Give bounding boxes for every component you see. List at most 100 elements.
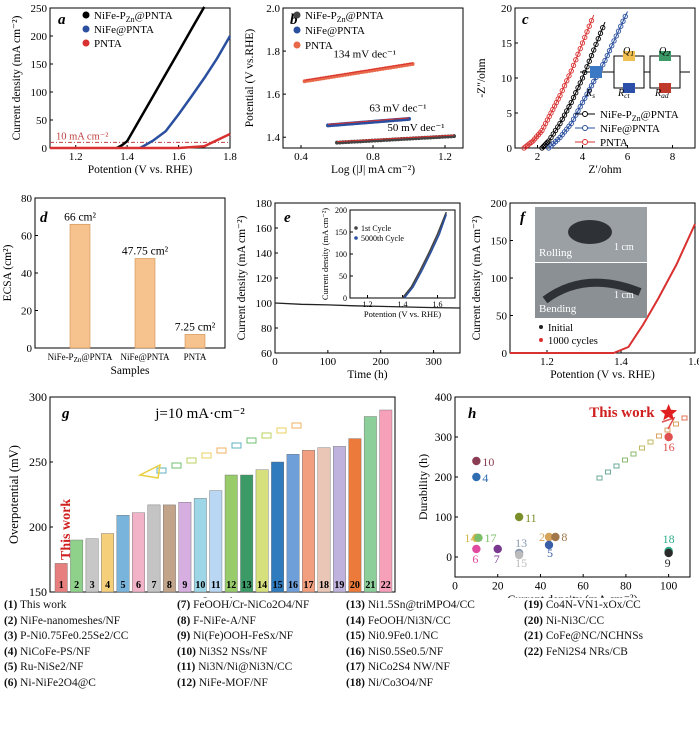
arrow-dash xyxy=(156,467,167,474)
arrow-head xyxy=(661,416,676,430)
photo-sample xyxy=(568,220,612,244)
bar xyxy=(348,438,362,593)
legend-entry: (10) Ni3S2 NSs/NF xyxy=(177,645,268,658)
point-label: 4 xyxy=(482,471,488,485)
legend-label: NiFe-PZn@PNTA xyxy=(600,109,679,123)
x-tick-label: 1.2 xyxy=(438,151,452,163)
y-axis-label: ECSA (cm²) xyxy=(2,244,14,301)
data-point xyxy=(566,73,572,79)
legend-marker xyxy=(82,39,90,47)
x-axis-label: Potention (V vs. RHE) xyxy=(364,309,441,319)
arrow-dash xyxy=(276,427,287,434)
legend-label: Initial xyxy=(548,323,573,334)
y-tick-label: 50 xyxy=(496,310,508,322)
x-tick-label: 60 xyxy=(577,581,589,593)
bar-number: 1 xyxy=(59,580,64,591)
data-point xyxy=(584,64,590,70)
circuit-label: Rct xyxy=(617,88,630,100)
panel-letter-c: c xyxy=(522,12,529,28)
arrow-dash xyxy=(639,445,645,451)
y-tick-label: 15 xyxy=(501,38,513,50)
legend-entry: (21) CoFe@NC/NCHNSs xyxy=(524,630,644,642)
data-point xyxy=(620,18,626,24)
data-point xyxy=(564,108,570,114)
x-tick-label: 8 xyxy=(670,151,676,163)
x-category-label: PNTA xyxy=(184,352,207,362)
x-axis-label: Samples xyxy=(111,365,150,377)
legend-sub: Zn xyxy=(632,114,641,123)
legend-column: (7) FeOOH/Cr-NiCo2O4/NF (8) F-NiFe-A/NF (9… xyxy=(177,598,309,691)
tafel-label: 134 mV dec⁻¹ xyxy=(333,49,396,61)
legend-entry: (6) Ni-NiFe2O4@C xyxy=(4,676,96,689)
data-point xyxy=(493,544,502,554)
photo-label: Bending xyxy=(539,303,577,315)
data-point xyxy=(551,532,560,542)
x-tick-label: 1.2 xyxy=(540,356,554,368)
y-tick-label: 100 xyxy=(335,250,347,259)
bar xyxy=(317,447,331,593)
circuit-q xyxy=(623,51,635,61)
y-tick-label: 150 xyxy=(31,59,48,71)
legend-label: PNTA xyxy=(600,137,628,149)
plot-frame xyxy=(49,396,396,593)
y-tick-label: 100 xyxy=(435,512,453,524)
series-line xyxy=(541,21,606,149)
legend-label: NiFe@PNTA xyxy=(600,123,660,135)
circuit-label: Q2 xyxy=(659,46,670,58)
circuit-label: Rs xyxy=(585,88,595,100)
data-point xyxy=(472,544,481,554)
legend-part: @PNTA xyxy=(641,109,679,121)
legend-column: (19) Co4N-VN1-xOx/CC (20) Ni-Ni3C/CC (21) … xyxy=(524,598,643,660)
data-point xyxy=(570,94,577,101)
y-tick-label: 300 xyxy=(29,390,47,404)
panel-letter-g: g xyxy=(61,406,70,422)
legend-column: (13) Ni1.5Sn@triMPO4/CC (14) FeOOH/Ni3N/C… xyxy=(346,598,475,691)
y-tick-label: 250 xyxy=(29,455,47,469)
legend-column: (1) This work (2) NiFe-nanomeshes/NF (3) P… xyxy=(4,598,128,691)
fit-line xyxy=(304,62,413,81)
this-work-label: This work xyxy=(59,499,74,560)
x-tick-label: 0 xyxy=(272,356,278,368)
y-tick-label: 80 xyxy=(261,323,273,335)
legend-entry: (14) FeOOH/Ni3N/CC xyxy=(346,614,451,627)
legend-part: NiFe-P xyxy=(600,109,632,121)
bar-number: 9 xyxy=(182,580,187,591)
legend-marker xyxy=(539,325,543,329)
bar xyxy=(255,469,269,593)
legend-entry: (16) NiS0.5Se0.5/NF xyxy=(346,645,444,658)
bar xyxy=(134,258,156,349)
circuit-sub: ad xyxy=(661,91,669,100)
bar xyxy=(132,512,145,593)
legend-marker xyxy=(82,11,90,19)
bar xyxy=(70,539,84,593)
x-tick-label: 4 xyxy=(580,151,586,163)
data-point xyxy=(618,23,624,29)
circuit-r xyxy=(659,83,671,93)
data-point xyxy=(613,33,619,39)
bar-number: 19 xyxy=(334,580,344,591)
x-tick-label: 80 xyxy=(620,581,632,593)
legend-entry: (20) Ni-Ni3C/CC xyxy=(524,614,605,627)
panel-letter-e: e xyxy=(284,210,291,226)
bar-number: 10 xyxy=(195,580,205,591)
data-point xyxy=(543,141,549,147)
bar xyxy=(363,416,377,593)
legend-marker xyxy=(82,25,90,33)
x-tick-label: 0 xyxy=(452,581,458,593)
bar-number: 15 xyxy=(273,580,283,591)
photo-label: 1 cm xyxy=(614,290,634,301)
y-tick-label: 20 xyxy=(501,3,513,15)
arrow-dash xyxy=(613,463,620,469)
data-point xyxy=(577,80,583,86)
y-tick-label: 150 xyxy=(491,235,508,247)
tafel-label: 50 mV dec⁻¹ xyxy=(387,122,444,134)
series-line xyxy=(116,6,206,150)
bar-label: 7.25 cm² xyxy=(175,321,216,333)
data-point xyxy=(664,432,673,442)
y-tick-label: 100 xyxy=(31,87,48,99)
data-point xyxy=(570,62,577,69)
x-axis-label: Samples xyxy=(201,595,243,598)
legend-entry: (15) Ni0.9Fe0.1/NC xyxy=(346,630,439,642)
fit-line xyxy=(336,134,455,143)
